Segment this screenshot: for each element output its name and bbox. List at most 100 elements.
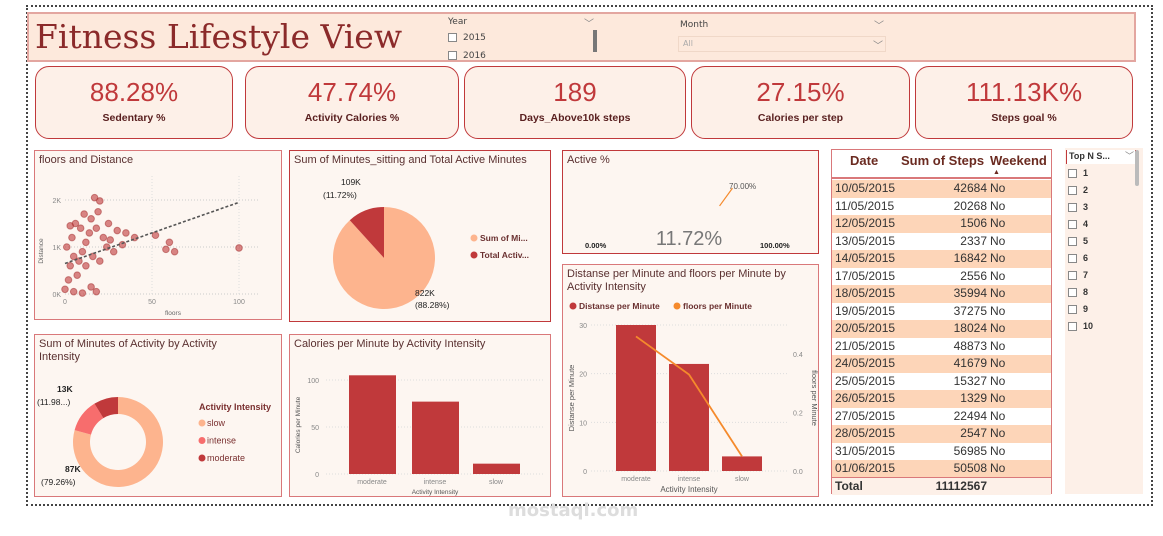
scatter-chart[interactable]: 0K 1K 2K 0 50 100 floors Distance bbox=[35, 151, 281, 319]
table-row[interactable]: 28/05/2015 2547 No bbox=[832, 425, 1051, 443]
checkbox[interactable] bbox=[1068, 203, 1077, 213]
checkbox[interactable] bbox=[448, 51, 457, 60]
kpi-value: 27.15% bbox=[756, 77, 845, 107]
x-axis-label: floors bbox=[165, 310, 182, 317]
month-slicer[interactable]: Month ﹀ All ﹀ bbox=[678, 16, 886, 56]
table-cell: 14/05/2015 bbox=[835, 251, 896, 265]
top-n-option[interactable]: 7 bbox=[1068, 270, 1088, 281]
year-option-2016[interactable]: 2016 bbox=[448, 51, 486, 61]
checkbox[interactable] bbox=[448, 33, 457, 42]
checkbox[interactable] bbox=[1068, 186, 1077, 196]
table-row[interactable]: 01/06/2015 50508 No bbox=[832, 460, 1051, 478]
line-series bbox=[635, 335, 743, 457]
pie-chart[interactable]: 109K (11.72%) 822K (88.28%) Sum of Mi... Tota… bbox=[290, 151, 550, 321]
year-slicer[interactable]: Year ﹀ 2015 2016 bbox=[446, 15, 597, 61]
top-n-header[interactable]: Top N S... ﹀ bbox=[1066, 150, 1136, 164]
x-tick-label: moderate bbox=[621, 476, 651, 483]
table-row[interactable]: 12/05/2015 1506 No bbox=[832, 215, 1051, 233]
checkbox[interactable] bbox=[1068, 271, 1077, 281]
table-cell: 25/05/2015 bbox=[835, 373, 896, 388]
bar-panel[interactable]: Calories per Minute by Activity Intensit… bbox=[289, 334, 551, 497]
scrollbar[interactable] bbox=[593, 30, 597, 52]
table-row[interactable]: 25/05/2015 15327 No bbox=[832, 373, 1051, 391]
table-row[interactable]: 17/05/2015 2556 No bbox=[832, 268, 1051, 286]
checkbox[interactable] bbox=[1068, 237, 1077, 247]
checkbox[interactable] bbox=[1068, 288, 1077, 298]
top-n-option[interactable]: 8 bbox=[1068, 287, 1088, 298]
table-cell: 22494 bbox=[953, 408, 987, 423]
table-row[interactable]: 14/05/2015 16842 No bbox=[832, 250, 1051, 268]
column-header-date[interactable]: Date bbox=[850, 153, 879, 168]
scatter-panel[interactable]: floors and Distance 0K 1K 2K 0 50 100 floors Di… bbox=[34, 150, 282, 320]
donut-panel[interactable]: Sum of Minutes of Activity by Activity I… bbox=[34, 334, 282, 497]
table-cell: 17/05/2015 bbox=[835, 268, 896, 283]
data-point bbox=[96, 197, 104, 205]
top-n-slicer[interactable]: Top N S... ﹀ 1 2 3 4 5 6 7 8 9 10 bbox=[1065, 148, 1143, 494]
table-cell: 48873 bbox=[953, 338, 987, 353]
x-tick-label: intense bbox=[678, 476, 701, 483]
y-tick-label: 2K bbox=[52, 198, 61, 205]
checkbox[interactable] bbox=[1068, 322, 1077, 332]
data-point bbox=[165, 238, 174, 247]
min-label: 0.00% bbox=[585, 241, 607, 250]
checkbox[interactable] bbox=[1068, 305, 1077, 315]
table-row[interactable]: 31/05/2015 56985 No bbox=[832, 443, 1051, 461]
checkbox[interactable] bbox=[1068, 220, 1077, 230]
table-cell: No bbox=[990, 303, 1006, 318]
table-cell: 1506 bbox=[960, 216, 987, 230]
column-header-steps[interactable]: Sum of Steps bbox=[901, 153, 985, 168]
scrollbar[interactable] bbox=[1135, 150, 1139, 186]
data-point bbox=[61, 285, 69, 294]
steps-table[interactable]: Date Sum of Steps Weekend ▲ 10/05/2015 42… bbox=[831, 149, 1052, 495]
checkbox[interactable] bbox=[1068, 254, 1077, 264]
top-n-option[interactable]: 3 bbox=[1068, 202, 1088, 213]
top-n-option[interactable]: 9 bbox=[1068, 304, 1088, 315]
x-axis-label: Activity Intensity bbox=[412, 489, 459, 496]
chevron-down-icon: ﹀ bbox=[873, 41, 883, 52]
table-row[interactable]: 13/05/2015 2337 No bbox=[832, 233, 1051, 251]
table-row[interactable]: 11/05/2015 20268 No bbox=[832, 198, 1051, 216]
column-header-weekend[interactable]: Weekend bbox=[990, 153, 1047, 168]
top-n-option[interactable]: 10 bbox=[1068, 321, 1093, 332]
table-cell: 13/05/2015 bbox=[835, 233, 896, 248]
table-row[interactable]: 20/05/2015 18024 No bbox=[832, 320, 1051, 338]
top-n-option[interactable]: 2 bbox=[1068, 185, 1088, 196]
combo-panel[interactable]: Distanse per Minute and floors per Minut… bbox=[562, 264, 819, 497]
top-n-option[interactable]: 6 bbox=[1068, 253, 1088, 264]
gauge-chart[interactable]: 70.00% 11.72% 0.00% 100.00% bbox=[563, 151, 818, 253]
top-n-option[interactable]: 4 bbox=[1068, 219, 1088, 230]
chevron-down-icon[interactable]: ﹀ bbox=[1125, 151, 1135, 161]
table-cell: 18024 bbox=[953, 321, 987, 335]
y-tick-label: 0 bbox=[583, 469, 587, 476]
data-point bbox=[122, 229, 130, 237]
table-row[interactable]: 19/05/2015 37275 No bbox=[832, 303, 1051, 321]
table-cell: 20/05/2015 bbox=[835, 321, 896, 335]
checkbox[interactable] bbox=[1068, 169, 1077, 179]
year-option-2015[interactable]: 2015 bbox=[448, 33, 486, 43]
trend-line bbox=[64, 201, 240, 265]
table-row[interactable]: 18/05/2015 35994 No bbox=[832, 285, 1051, 303]
combo-chart[interactable]: Distanse per Minute floors per Minute 0 10 2… bbox=[563, 265, 818, 496]
data-point bbox=[118, 240, 127, 249]
data-point bbox=[235, 244, 243, 252]
pie-panel[interactable]: Sum of Minutes_sitting and Total Active … bbox=[289, 150, 551, 322]
donut-chart[interactable]: 13K (11.98...) 87K (79.26%) Activity Intensi… bbox=[35, 335, 281, 496]
data-point bbox=[73, 271, 81, 279]
bar-chart[interactable]: 0 50 100 moderate intense slow Activity Intens… bbox=[290, 335, 550, 496]
table-row[interactable]: 26/05/2015 1329 No bbox=[832, 390, 1051, 408]
chevron-down-icon[interactable]: ﹀ bbox=[874, 21, 884, 32]
table-row[interactable]: 21/05/2015 48873 No bbox=[832, 338, 1051, 356]
table-row[interactable]: 10/05/2015 42684 No bbox=[832, 180, 1051, 198]
bar bbox=[473, 463, 520, 474]
top-n-option[interactable]: 5 bbox=[1068, 236, 1088, 247]
table-row[interactable]: 24/05/2015 41679 No bbox=[832, 355, 1051, 373]
table-cell: 2337 bbox=[960, 233, 987, 248]
chevron-down-icon[interactable]: ﹀ bbox=[584, 19, 594, 30]
data-point bbox=[66, 262, 75, 270]
top-n-option[interactable]: 1 bbox=[1068, 168, 1088, 179]
month-dropdown[interactable]: All ﹀ bbox=[678, 36, 886, 52]
table-cell: 26/05/2015 bbox=[835, 391, 896, 405]
gauge-panel[interactable]: Active % 70.00% 11.72% 0.00% 100.00% bbox=[562, 150, 819, 254]
table-row[interactable]: 27/05/2015 22494 No bbox=[832, 408, 1051, 426]
legend-label: Distanse per Minute bbox=[579, 301, 660, 311]
